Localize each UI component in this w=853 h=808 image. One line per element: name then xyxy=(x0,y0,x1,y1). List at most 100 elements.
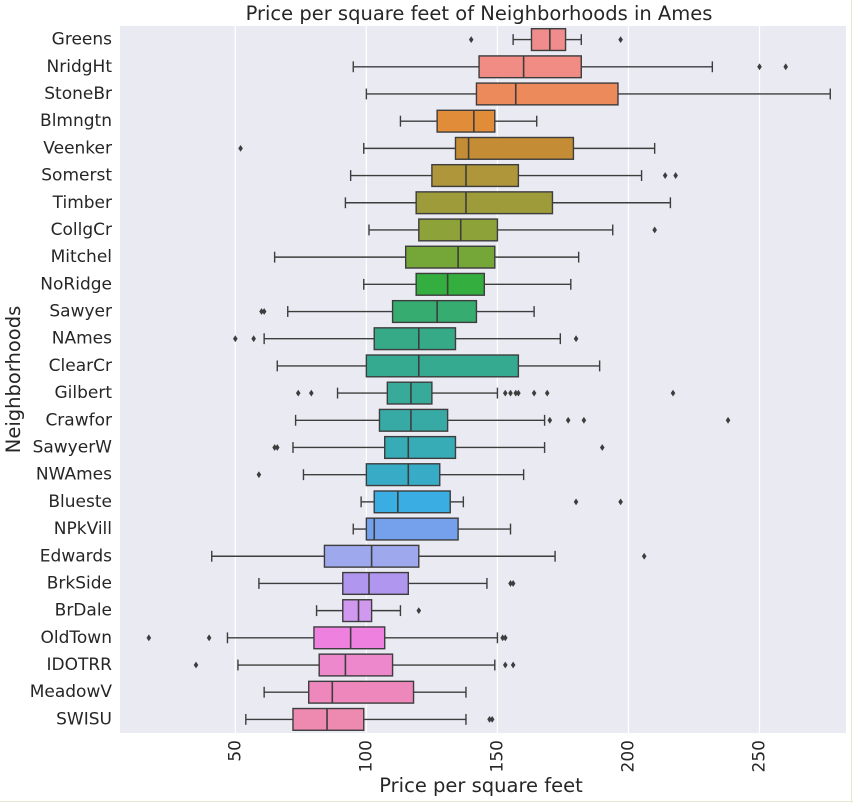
outlier-oldtown-1 xyxy=(206,634,212,642)
outlier-nridght-1 xyxy=(783,63,789,71)
x-tick-label-100: 100 xyxy=(356,740,376,772)
box-names xyxy=(233,327,579,351)
outlier-crawfor-1 xyxy=(565,416,571,424)
outlier-sawyerw-0 xyxy=(272,444,277,451)
chart-title: Price per square feet of Neighborhoods i… xyxy=(246,2,713,25)
iqr-box-timber xyxy=(415,191,554,215)
outlier-gilbert-5 xyxy=(516,389,521,397)
outlier-gilbert-6 xyxy=(531,389,537,397)
box-crawfor xyxy=(294,408,731,432)
x-tick-label-200: 200 xyxy=(618,740,638,772)
box-idotrr xyxy=(193,653,516,677)
y-tick-label-crawfor: Crawfor xyxy=(45,410,112,430)
iqr-box-brkside xyxy=(342,571,410,596)
x-tick-label-50: 50 xyxy=(225,740,245,762)
box-mitchel xyxy=(273,245,580,269)
outlier-crawfor-3 xyxy=(725,416,731,424)
outlier-nwames-0 xyxy=(256,471,262,479)
y-tick-label-oldtown: OldTown xyxy=(41,628,112,648)
iqr-box-stonebr xyxy=(475,82,619,106)
iqr-box-swisu xyxy=(292,707,365,731)
iqr-box-somerst xyxy=(431,163,520,188)
outlier-idotrr-2 xyxy=(510,661,516,669)
iqr-box-nwames xyxy=(365,463,441,487)
x-axis-label: Price per square feet xyxy=(379,774,583,797)
y-tick-label-greens: Greens xyxy=(52,30,112,50)
outlier-oldtown-2 xyxy=(500,634,505,642)
outlier-blueste-1 xyxy=(618,498,623,506)
iqr-box-sawyerw xyxy=(384,435,457,460)
y-tick-label-idotrr: IDOTRR xyxy=(47,655,113,675)
box-swisu xyxy=(245,707,495,731)
outlier-greens-0 xyxy=(468,36,474,43)
outlier-gilbert-3 xyxy=(508,389,513,397)
y-tick-label-brkside: BrkSide xyxy=(47,573,112,593)
iqr-box-gilbert xyxy=(386,381,433,405)
outlier-sawyer-1 xyxy=(261,308,267,315)
outlier-blueste-0 xyxy=(573,498,579,506)
box-meadowv xyxy=(263,680,467,704)
outlier-gilbert-2 xyxy=(502,389,508,397)
outlier-names-1 xyxy=(251,335,256,343)
iqr-box-names xyxy=(373,327,457,351)
outlier-swisu-0 xyxy=(487,716,492,723)
outlier-sawyer-0 xyxy=(259,308,264,315)
y-tick-label-nwames: NWAmes xyxy=(36,465,112,485)
y-tick-label-veenker: Veenker xyxy=(43,138,112,158)
box-somerst xyxy=(349,163,678,188)
box-collgcr xyxy=(368,218,657,242)
outlier-sawyerw-1 xyxy=(274,444,280,451)
outlier-nridght-0 xyxy=(757,63,762,71)
box-brkside xyxy=(258,571,516,596)
iqr-box-npkvill xyxy=(365,517,459,541)
outlier-crawfor-2 xyxy=(581,416,587,424)
outlier-gilbert-7 xyxy=(544,389,550,397)
box-timber xyxy=(344,191,672,215)
y-tick-label-sawyerw: SawyerW xyxy=(33,437,113,457)
iqr-box-veenker xyxy=(454,136,575,160)
outlier-collgcr-0 xyxy=(652,226,657,234)
y-tick-labels: Greens NridgHt StoneBr Blmngtn Veenker Somers… xyxy=(30,30,113,730)
outlier-somerst-1 xyxy=(673,172,678,179)
y-tick-label-sawyer: Sawyer xyxy=(49,302,112,322)
y-tick-label-gilbert: Gilbert xyxy=(54,383,112,403)
iqr-box-idotrr xyxy=(318,653,394,677)
y-tick-label-somerst: Somerst xyxy=(41,166,112,186)
y-tick-label-nridght: NridgHt xyxy=(47,57,113,77)
iqr-box-sawyer xyxy=(391,299,478,324)
box-series xyxy=(146,28,831,731)
box-nwames xyxy=(256,463,525,487)
box-sawyerw xyxy=(272,435,605,460)
iqr-box-oldtown xyxy=(313,626,386,650)
iqr-box-collgcr xyxy=(418,218,499,242)
outlier-idotrr-0 xyxy=(193,661,199,669)
box-stonebr xyxy=(365,82,831,106)
iqr-box-nridght xyxy=(478,55,582,79)
y-tick-label-swisu: SWISU xyxy=(56,709,112,729)
box-noridge xyxy=(363,272,572,296)
box-clearcr xyxy=(276,354,601,378)
box-veenker xyxy=(238,136,656,160)
box-oldtown xyxy=(146,626,508,650)
x-tick-labels: 50 100 150 200 250 xyxy=(225,740,769,772)
iqr-box-blueste xyxy=(373,490,451,514)
outlier-crawfor-0 xyxy=(547,416,553,424)
y-tick-label-npkvill: NPkVill xyxy=(54,519,112,539)
iqr-box-meadowv xyxy=(308,680,415,704)
outlier-gilbert-8 xyxy=(670,389,676,397)
box-brdale xyxy=(315,599,422,623)
y-tick-label-mitchel: Mitchel xyxy=(51,247,112,267)
outlier-brkside-0 xyxy=(508,580,513,587)
outlier-names-0 xyxy=(233,335,238,343)
outlier-oldtown-0 xyxy=(146,634,152,642)
box-gilbert xyxy=(295,381,676,405)
y-tick-label-names: NAmes xyxy=(52,329,112,349)
box-nridght xyxy=(352,55,789,79)
outlier-brkside-1 xyxy=(510,580,516,587)
iqr-box-blmngtn xyxy=(436,109,496,133)
outlier-oldtown-3 xyxy=(502,634,508,642)
outlier-veenker-0 xyxy=(238,144,243,152)
y-tick-label-blueste: Blueste xyxy=(48,492,112,512)
outlier-greens-1 xyxy=(618,36,623,43)
